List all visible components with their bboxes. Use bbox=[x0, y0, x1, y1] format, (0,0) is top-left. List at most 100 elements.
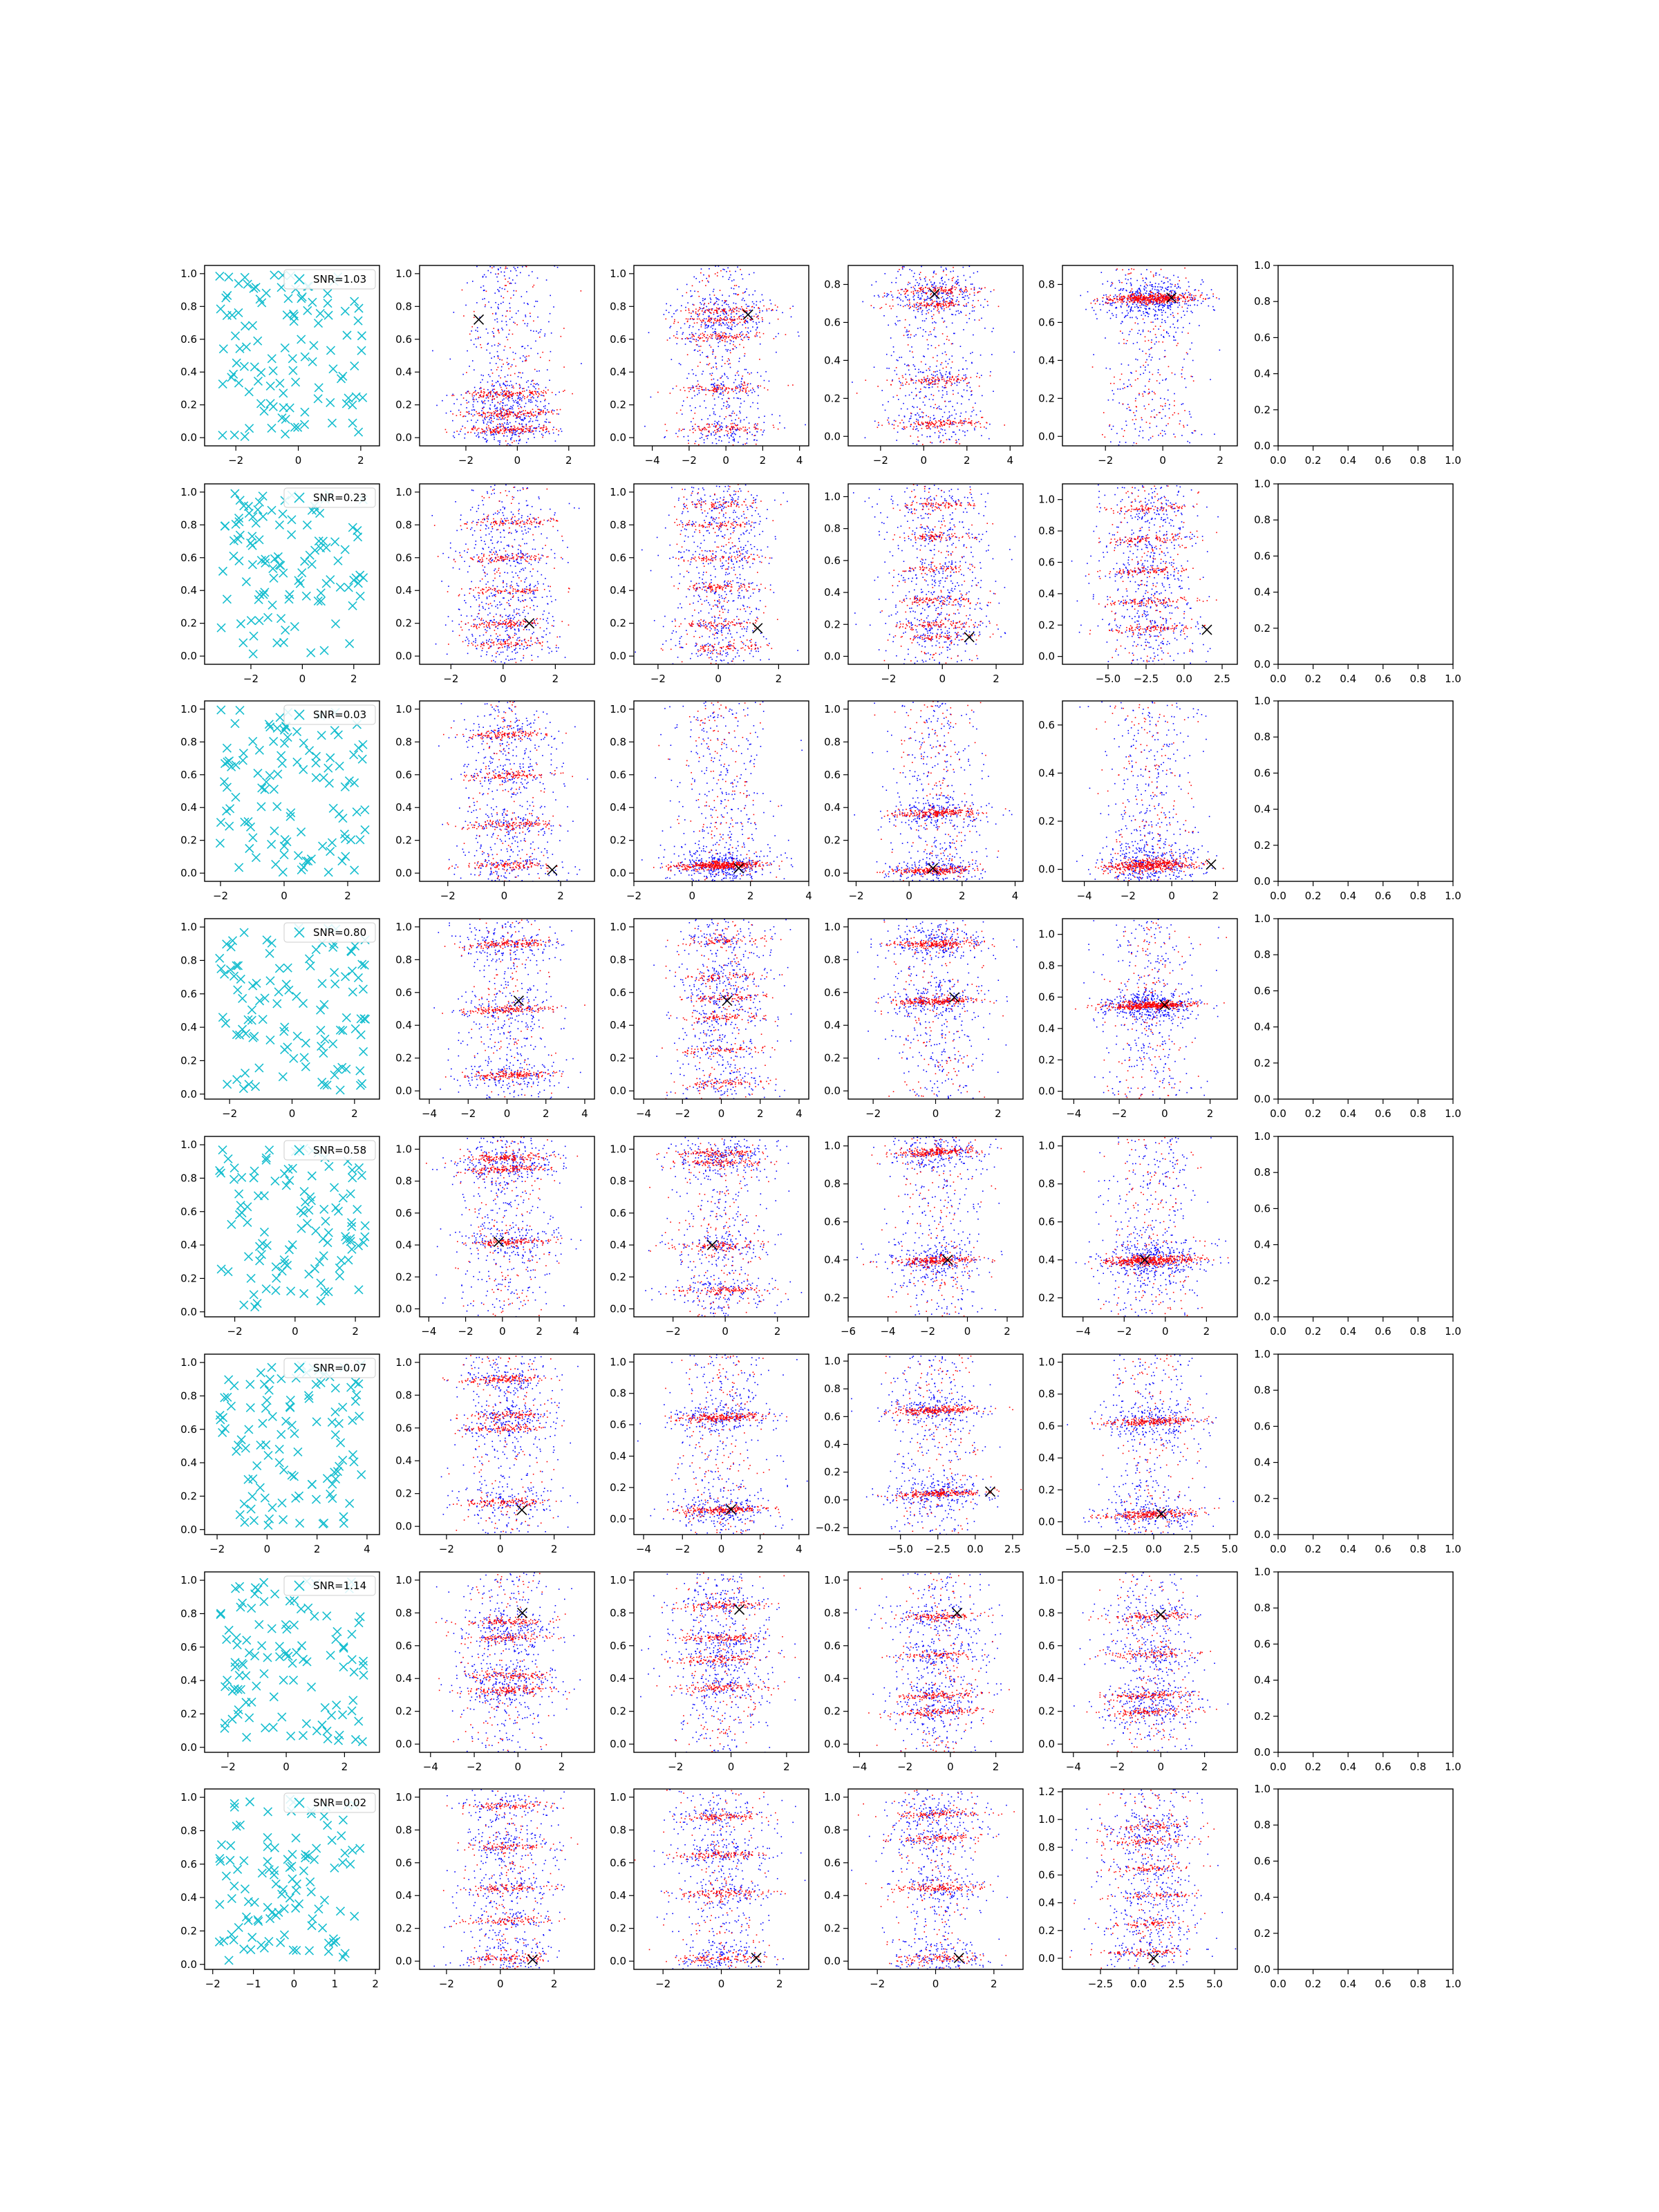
point-b bbox=[1152, 274, 1154, 276]
point-b bbox=[935, 422, 937, 424]
point-b bbox=[515, 365, 517, 367]
point-b bbox=[539, 336, 541, 338]
point-b bbox=[948, 426, 950, 428]
point-a bbox=[721, 398, 723, 400]
point-a bbox=[958, 382, 960, 384]
point-a bbox=[1156, 318, 1159, 320]
point-a bbox=[950, 367, 952, 368]
point-a bbox=[1159, 299, 1160, 301]
point-b bbox=[730, 321, 731, 324]
point-b bbox=[691, 336, 693, 338]
point-b bbox=[738, 316, 740, 318]
point-a bbox=[731, 328, 732, 330]
point-b bbox=[1152, 435, 1154, 438]
point-b bbox=[903, 427, 905, 428]
point-b bbox=[753, 315, 755, 317]
point-b bbox=[713, 390, 715, 392]
point-a bbox=[1174, 302, 1175, 303]
point-b bbox=[503, 391, 505, 392]
point-a bbox=[1179, 304, 1181, 306]
point-b bbox=[1136, 299, 1138, 300]
point-b bbox=[704, 427, 705, 429]
point-b bbox=[941, 377, 944, 378]
point-a bbox=[723, 313, 725, 315]
point-b bbox=[471, 429, 473, 431]
point-b bbox=[491, 398, 494, 400]
point-b bbox=[556, 409, 558, 411]
point-a bbox=[508, 333, 509, 335]
point-a bbox=[523, 417, 525, 419]
point-a bbox=[1154, 306, 1156, 308]
point-b bbox=[512, 415, 514, 417]
point-a bbox=[718, 435, 720, 438]
snr-marker bbox=[348, 400, 357, 410]
point-b bbox=[921, 382, 922, 383]
point-b bbox=[877, 427, 879, 429]
point-b bbox=[936, 425, 938, 427]
point-a bbox=[512, 412, 514, 413]
point-a bbox=[529, 427, 531, 429]
point-b bbox=[733, 344, 734, 346]
point-a bbox=[727, 397, 729, 400]
point-b bbox=[922, 289, 924, 290]
point-b bbox=[757, 428, 759, 430]
point-b bbox=[700, 346, 702, 347]
point-a bbox=[1167, 289, 1168, 291]
point-b bbox=[492, 395, 494, 397]
point-a bbox=[747, 321, 749, 322]
point-b bbox=[698, 426, 700, 427]
point-a bbox=[915, 334, 917, 336]
point-b bbox=[1166, 303, 1168, 304]
point-a bbox=[975, 402, 976, 404]
point-a bbox=[963, 423, 965, 424]
point-a bbox=[1134, 428, 1136, 430]
point-b bbox=[719, 424, 721, 426]
point-b bbox=[721, 339, 723, 341]
point-a bbox=[946, 371, 947, 373]
point-b bbox=[742, 387, 744, 389]
point-a bbox=[1137, 310, 1139, 312]
point-b bbox=[724, 363, 726, 364]
point-b bbox=[724, 332, 726, 334]
point-b bbox=[948, 288, 950, 290]
point-a bbox=[473, 344, 475, 346]
axes-frame bbox=[847, 265, 1024, 447]
point-a bbox=[518, 397, 520, 399]
point-b bbox=[962, 422, 964, 424]
point-a bbox=[1191, 312, 1193, 314]
point-a bbox=[490, 416, 492, 418]
point-a bbox=[478, 436, 480, 438]
point-b bbox=[544, 398, 546, 400]
point-b bbox=[520, 411, 522, 413]
point-b bbox=[704, 310, 706, 312]
point-a bbox=[960, 312, 962, 313]
point-a bbox=[466, 392, 467, 394]
point-b bbox=[503, 395, 505, 397]
point-a bbox=[1154, 304, 1155, 306]
point-a bbox=[1137, 290, 1138, 292]
point-b bbox=[1143, 298, 1145, 299]
point-b bbox=[1148, 393, 1150, 394]
point-b bbox=[444, 429, 447, 431]
point-b bbox=[539, 427, 541, 429]
point-a bbox=[940, 428, 942, 430]
point-a bbox=[899, 304, 901, 306]
point-a bbox=[923, 292, 924, 294]
point-b bbox=[713, 388, 715, 390]
point-a bbox=[950, 293, 951, 294]
point-a bbox=[499, 287, 500, 288]
point-a bbox=[688, 326, 690, 328]
point-b bbox=[734, 337, 735, 339]
point-b bbox=[506, 410, 507, 411]
point-b bbox=[1177, 296, 1179, 297]
point-a bbox=[1170, 326, 1171, 328]
point-a bbox=[913, 299, 915, 301]
point-a bbox=[702, 389, 704, 391]
point-b bbox=[953, 379, 955, 381]
point-a bbox=[1183, 315, 1185, 316]
point-b bbox=[711, 375, 713, 376]
point-a bbox=[632, 308, 633, 310]
point-a bbox=[482, 437, 484, 438]
point-b bbox=[710, 346, 712, 348]
point-a bbox=[727, 350, 728, 352]
